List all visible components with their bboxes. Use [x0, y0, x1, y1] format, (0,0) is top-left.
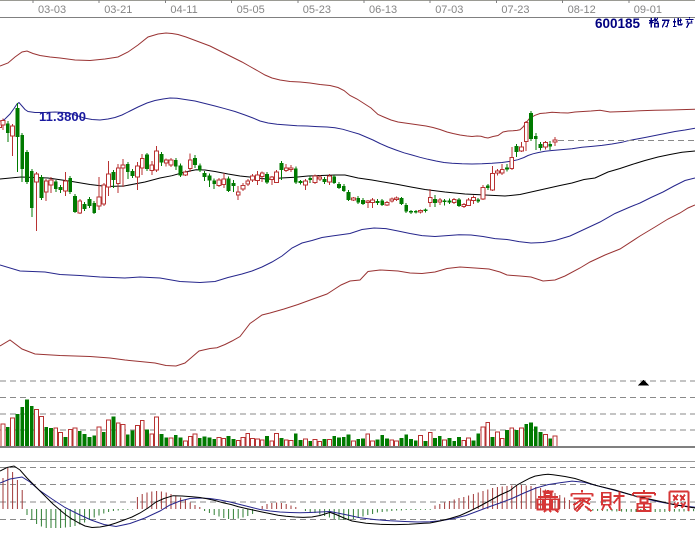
svg-text:05-23: 05-23	[303, 4, 331, 16]
svg-text:03-21: 03-21	[104, 4, 132, 16]
svg-text:08-12: 08-12	[568, 4, 596, 16]
svg-text:07-23: 07-23	[501, 4, 529, 16]
svg-text:11.3800: 11.3800	[39, 109, 86, 124]
svg-text:04-11: 04-11	[170, 4, 197, 16]
svg-text:06-13: 06-13	[369, 4, 397, 16]
svg-text:03-03: 03-03	[38, 4, 66, 16]
svg-text:05-05: 05-05	[237, 4, 265, 16]
svg-text:07-03: 07-03	[435, 4, 463, 16]
svg-text:09-01: 09-01	[634, 4, 662, 16]
svg-text:600185: 600185	[595, 16, 641, 31]
